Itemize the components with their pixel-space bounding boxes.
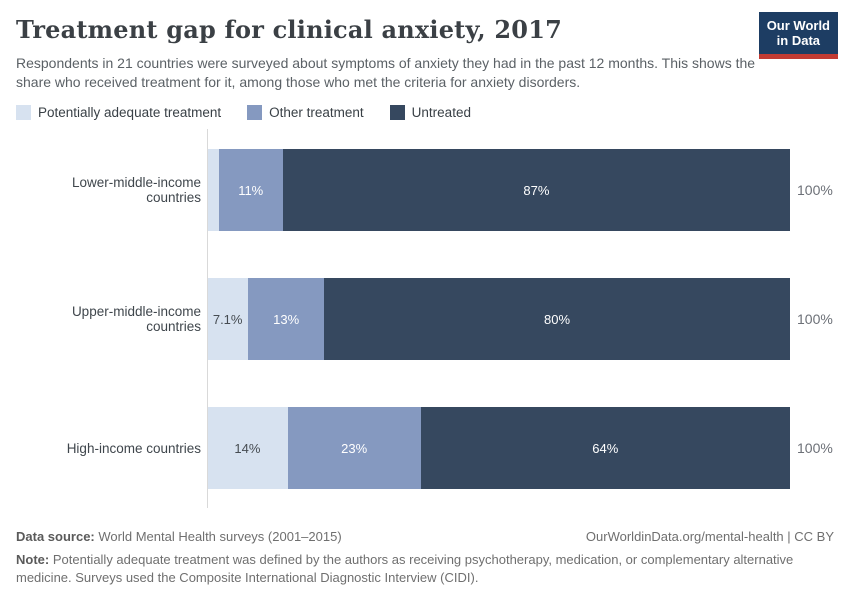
stacked-bar-chart: Lower-middle-income countries 11% 87% 100% U… <box>16 129 834 508</box>
legend-label: Untreated <box>411 105 471 120</box>
category-label: Lower-middle-income countries <box>71 175 201 205</box>
total-label: 100% <box>797 440 833 456</box>
bar-segment[interactable]: 13% <box>248 278 325 360</box>
bar-segment[interactable]: 14% <box>207 407 288 489</box>
page-title: Treatment gap for clinical anxiety, 2017 <box>16 15 563 44</box>
owid-logo[interactable]: Our World in Data <box>758 12 838 59</box>
bar-segment[interactable]: 7.1% <box>207 278 249 360</box>
data-source-text: World Mental Health surveys (2001–2015) <box>98 529 342 544</box>
bar-segment[interactable]: 11% <box>218 149 283 231</box>
bar-track: 11% 87% <box>207 149 790 231</box>
chart-subtitle: Respondents in 21 countries were surveye… <box>16 55 756 90</box>
legend-item: Untreated <box>389 105 471 120</box>
bar-segment-label: 23% <box>341 440 368 456</box>
chart-note-label: Note: <box>16 552 50 567</box>
bar-segment[interactable] <box>207 149 219 231</box>
bar-segment-label: 87% <box>523 182 550 198</box>
bar-segment-label: 7.1% <box>212 311 243 327</box>
total-label: 100% <box>797 311 833 327</box>
logo-line-2: in Data <box>776 33 821 48</box>
chart-container: Treatment gap for clinical anxiety, 2017… <box>16 12 838 587</box>
legend: Potentially adequate treatment Other trea… <box>16 105 834 120</box>
legend-label: Potentially adequate treatment <box>38 105 222 120</box>
chart-header: Treatment gap for clinical anxiety, 2017… <box>16 12 838 92</box>
bar-segment[interactable]: 64% <box>420 407 790 489</box>
data-source: Data source: World Mental Health surveys… <box>16 529 342 544</box>
legend-swatch-icon <box>389 105 405 120</box>
bar-track: 14% 23% 64% <box>207 407 790 489</box>
bar-segment[interactable]: 87% <box>282 149 790 231</box>
total-label: 100% <box>797 182 833 198</box>
bar-segment-label: 14% <box>234 440 261 456</box>
y-axis-line <box>207 129 208 508</box>
bar-segment-label: 11% <box>238 182 264 198</box>
owid-link[interactable]: OurWorldinData.org/mental-health | CC BY <box>585 529 834 544</box>
bar-segment-label: 13% <box>273 311 300 327</box>
data-source-label: Data source: <box>16 529 95 544</box>
legend-swatch-icon <box>247 105 263 120</box>
chart-footer: Data source: World Mental Health surveys… <box>16 529 834 587</box>
chart-row: Upper-middle-income countries 7.1% 13% 80% 1… <box>16 278 834 360</box>
bar-segment-label: 80% <box>543 311 571 327</box>
category-label: Upper-middle-income countries <box>71 304 201 334</box>
chart-note: Note: Potentially adequate treatment was… <box>16 551 798 587</box>
bar-segment[interactable]: 23% <box>287 407 421 489</box>
legend-item: Potentially adequate treatment <box>16 105 221 120</box>
legend-swatch-icon <box>16 105 31 120</box>
category-label: High-income countries <box>66 440 201 456</box>
legend-item: Other treatment <box>247 105 364 120</box>
bar-segment[interactable]: 80% <box>324 278 790 360</box>
chart-row: High-income countries 14% 23% 64% 100% <box>16 407 834 489</box>
chart-row: Lower-middle-income countries 11% 87% 100% <box>16 149 834 231</box>
chart-note-text: Potentially adequate treatment was defin… <box>16 552 794 585</box>
bar-segment-label: 64% <box>592 440 619 456</box>
legend-label: Other treatment <box>269 105 364 120</box>
bar-track: 7.1% 13% 80% <box>207 278 790 360</box>
logo-line-1: Our World <box>766 18 830 33</box>
